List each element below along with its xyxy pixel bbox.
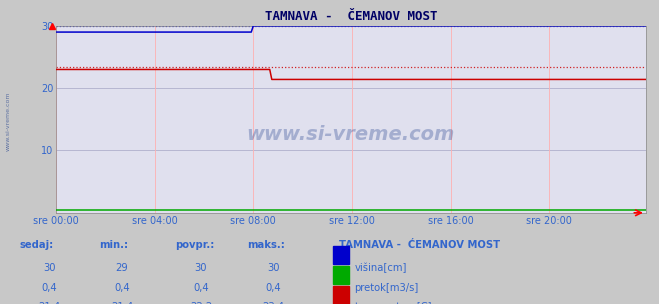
Text: 22,2: 22,2 (190, 302, 212, 304)
Text: višina[cm]: višina[cm] (355, 263, 407, 273)
Text: 21,4: 21,4 (38, 302, 61, 304)
Text: sedaj:: sedaj: (20, 240, 54, 250)
Text: 30: 30 (195, 263, 207, 273)
Text: 0,4: 0,4 (42, 283, 57, 293)
Title: TAMNAVA -  ČEMANOV MOST: TAMNAVA - ČEMANOV MOST (265, 10, 437, 23)
Text: pretok[m3/s]: pretok[m3/s] (355, 283, 418, 293)
Text: 0,4: 0,4 (114, 283, 130, 293)
Text: povpr.:: povpr.: (175, 240, 214, 250)
Text: maks.:: maks.: (247, 240, 285, 250)
Text: www.si-vreme.com: www.si-vreme.com (246, 125, 455, 144)
Text: www.si-vreme.com: www.si-vreme.com (5, 92, 11, 151)
Text: TAMNAVA -  ĆEMANOV MOST: TAMNAVA - ĆEMANOV MOST (339, 240, 500, 250)
Text: min.:: min.: (99, 240, 128, 250)
Text: 21,4: 21,4 (111, 302, 133, 304)
Text: 0,4: 0,4 (193, 283, 209, 293)
Text: 23,4: 23,4 (262, 302, 285, 304)
Text: temperatura[C]: temperatura[C] (355, 302, 432, 304)
Text: 29: 29 (115, 263, 129, 273)
Text: 0,4: 0,4 (266, 283, 281, 293)
Text: 30: 30 (268, 263, 279, 273)
Text: 30: 30 (43, 263, 55, 273)
